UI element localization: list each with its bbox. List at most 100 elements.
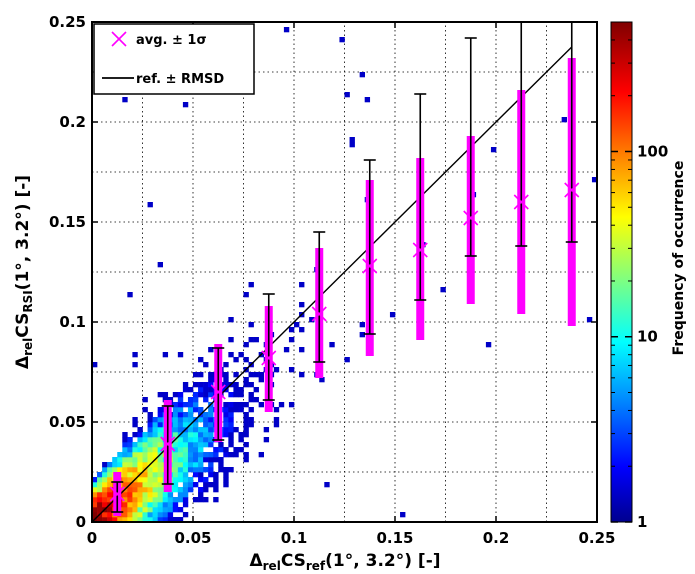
axis-tick-labels: 0 0.05 0.1 0.15 0.2 0.25 0 0.05 0.1 0.15 0.2 0.25 xyxy=(49,13,616,547)
density-cell xyxy=(137,427,143,433)
density-cell xyxy=(167,512,174,518)
density-cell xyxy=(157,492,163,498)
density-cell xyxy=(122,442,128,448)
density-cell xyxy=(157,262,163,268)
density-cell xyxy=(102,517,108,522)
density-cell xyxy=(208,377,214,383)
density-cell xyxy=(248,407,254,413)
density-cell xyxy=(137,517,143,522)
density-cell xyxy=(97,487,103,493)
density-cell xyxy=(485,342,492,348)
density-cell xyxy=(92,477,98,483)
density-cell xyxy=(273,417,280,423)
legend-marker-icon xyxy=(111,31,127,47)
density-cell xyxy=(177,402,184,408)
density-cell xyxy=(228,412,234,418)
density-cell xyxy=(122,452,128,458)
legend-entry-avg: avg. ± 1σ xyxy=(136,33,207,48)
density-cell xyxy=(263,437,270,443)
density-cell xyxy=(278,402,285,408)
density-cell xyxy=(137,512,143,518)
density-cell xyxy=(182,382,189,388)
density-cell xyxy=(203,397,209,403)
density-cell xyxy=(228,417,234,423)
density-cell xyxy=(157,487,163,493)
density-cell xyxy=(162,392,169,398)
density-cell xyxy=(122,512,128,518)
density-cell xyxy=(344,92,350,98)
density-cell xyxy=(142,477,148,483)
density-cell xyxy=(107,467,113,473)
density-cell xyxy=(97,517,103,522)
density-cell xyxy=(238,402,244,408)
density-cell xyxy=(193,437,199,443)
density-cell xyxy=(127,442,133,448)
density-cell xyxy=(208,387,214,393)
density-cell xyxy=(228,467,234,473)
density-cell xyxy=(97,507,103,513)
density-cell xyxy=(107,507,113,513)
density-cell xyxy=(359,322,365,328)
y-axis-label-sub1: rel xyxy=(21,338,35,356)
density-cell xyxy=(142,447,148,453)
density-cell xyxy=(152,517,158,522)
density-cell xyxy=(364,97,371,103)
density-cell xyxy=(147,427,153,433)
density-cell xyxy=(122,517,128,522)
density-cell xyxy=(203,452,209,458)
density-cell xyxy=(172,472,179,478)
density-cell xyxy=(273,407,280,413)
density-cell xyxy=(182,477,189,483)
density-cell xyxy=(117,517,123,522)
density-cell xyxy=(329,342,335,348)
density-cell xyxy=(187,402,194,408)
density-cell xyxy=(127,517,133,522)
density-cell xyxy=(142,492,148,498)
density-cell xyxy=(167,497,174,503)
density-cell xyxy=(238,392,244,398)
density-cell xyxy=(107,517,113,522)
density-cell xyxy=(228,407,234,413)
density-cell xyxy=(177,437,184,443)
density-cell xyxy=(132,352,138,358)
density-cell xyxy=(248,372,254,378)
density-cell xyxy=(233,447,239,453)
density-cell xyxy=(359,332,365,338)
density-cell xyxy=(203,422,209,428)
density-cell xyxy=(233,387,239,393)
y-tick-label: 0 xyxy=(76,513,86,531)
density-cell xyxy=(208,442,214,448)
density-cell xyxy=(142,462,148,468)
density-cell xyxy=(359,72,365,78)
avg-marker xyxy=(463,210,479,226)
density-cell xyxy=(203,412,209,418)
density-cell xyxy=(92,507,98,513)
density-cell xyxy=(223,417,229,423)
density-cell xyxy=(203,457,209,463)
density-cell xyxy=(182,387,189,393)
density-cell xyxy=(132,462,138,468)
density-cell xyxy=(228,392,234,398)
density-cell xyxy=(157,447,163,453)
density-cell xyxy=(142,432,148,438)
density-cell xyxy=(162,492,169,498)
density-cell xyxy=(203,427,209,433)
density-cell xyxy=(248,322,254,328)
density-cell xyxy=(102,482,108,488)
density-cell xyxy=(122,482,128,488)
density-cell xyxy=(187,442,194,448)
density-cell xyxy=(122,447,128,453)
density-cell xyxy=(132,417,138,423)
density-cell xyxy=(238,432,244,438)
density-cell xyxy=(198,442,204,448)
density-cell xyxy=(208,467,214,473)
density-cell xyxy=(203,387,209,393)
density-cell xyxy=(152,492,158,498)
density-cell xyxy=(203,442,209,448)
density-cell xyxy=(253,337,259,343)
x-tick-label: 0.25 xyxy=(578,529,615,547)
density-cell xyxy=(132,432,138,438)
density-cell xyxy=(243,402,249,408)
density-cell xyxy=(132,482,138,488)
density-cell xyxy=(177,517,184,522)
